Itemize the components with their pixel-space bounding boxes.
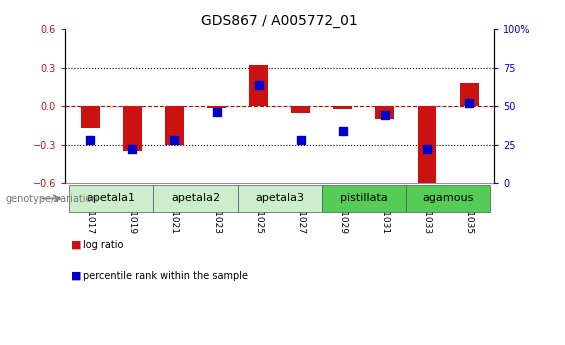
Bar: [249, 65, 268, 106]
Text: genotype/variation: genotype/variation: [6, 194, 98, 204]
Title: GDS867 / A005772_01: GDS867 / A005772_01: [201, 14, 358, 28]
Text: log ratio: log ratio: [83, 240, 123, 250]
Bar: [153, 185, 237, 213]
Bar: [207, 106, 226, 108]
Bar: [322, 185, 406, 213]
Point: [338, 128, 347, 134]
Bar: [333, 106, 353, 109]
Bar: [376, 106, 394, 119]
Text: pistillata: pistillata: [340, 193, 388, 203]
Text: ■: ■: [71, 271, 81, 281]
Bar: [123, 106, 142, 151]
Bar: [69, 185, 153, 213]
Point: [86, 137, 95, 143]
Text: apetala1: apetala1: [87, 193, 136, 203]
Point: [254, 82, 263, 87]
Point: [380, 113, 389, 118]
Point: [128, 147, 137, 152]
Bar: [291, 106, 310, 112]
Point: [296, 137, 305, 143]
Text: percentile rank within the sample: percentile rank within the sample: [83, 271, 248, 281]
Text: apetala2: apetala2: [171, 193, 220, 203]
Text: agamous: agamous: [423, 193, 474, 203]
Point: [464, 100, 473, 106]
Bar: [418, 106, 437, 186]
Bar: [460, 83, 479, 106]
Bar: [237, 185, 322, 213]
Bar: [165, 106, 184, 145]
Point: [170, 137, 179, 143]
Bar: [81, 106, 99, 128]
Bar: [406, 185, 490, 213]
Text: ■: ■: [71, 240, 81, 250]
Text: apetala3: apetala3: [255, 193, 304, 203]
Point: [212, 110, 221, 115]
Point: [423, 147, 432, 152]
